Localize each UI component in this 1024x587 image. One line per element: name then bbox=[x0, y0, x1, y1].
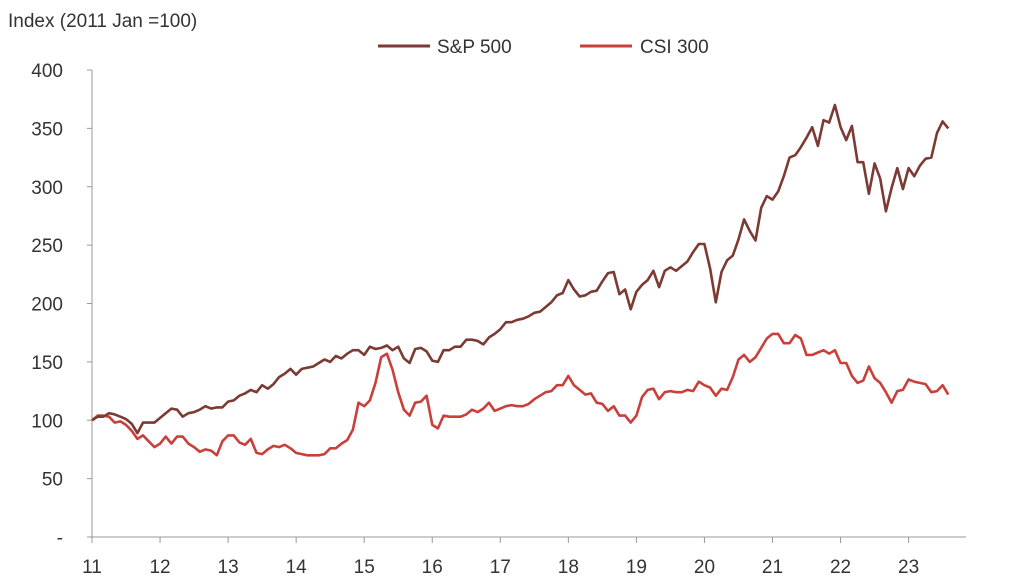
x-tick-label: 15 bbox=[354, 557, 375, 578]
x-tick-label: 12 bbox=[149, 557, 170, 578]
series-lines bbox=[91, 103, 950, 457]
y-tick-label: 100 bbox=[31, 411, 63, 432]
y-axis-label: Index (2011 Jan =100) bbox=[8, 11, 197, 32]
x-tick-label: 13 bbox=[218, 557, 239, 578]
axes: - 50 100 150 200 250 300 350 400 11 12 13 14 15 16 17 18… bbox=[31, 61, 966, 578]
y-tick-label: 300 bbox=[31, 178, 63, 199]
y-tick-label: - bbox=[57, 528, 63, 549]
x-tick-label: 16 bbox=[422, 557, 443, 578]
x-tick-label: 20 bbox=[694, 557, 715, 578]
x-tick-label: 18 bbox=[558, 557, 579, 578]
y-tick-label: 250 bbox=[31, 236, 63, 257]
y-tick-label: 200 bbox=[31, 295, 63, 316]
y-tick-label: 350 bbox=[31, 119, 63, 140]
series-line-csi-300 bbox=[91, 332, 950, 457]
x-tick-label: 19 bbox=[626, 557, 647, 578]
series-line-s-p-500 bbox=[91, 103, 950, 435]
y-tick-label: 150 bbox=[31, 353, 63, 374]
x-tick-label: 14 bbox=[286, 557, 308, 578]
legend: S&P 500 CSI 300 bbox=[378, 37, 709, 58]
y-tick-label: 50 bbox=[42, 470, 63, 491]
legend-label-sp500: S&P 500 bbox=[437, 37, 512, 58]
x-tick-label: 21 bbox=[762, 557, 783, 578]
legend-label-csi300: CSI 300 bbox=[640, 37, 709, 58]
x-tick-label: 22 bbox=[830, 557, 851, 578]
x-tick-label: 11 bbox=[82, 557, 102, 578]
x-tick-label: 23 bbox=[898, 557, 919, 578]
y-tick-label: 400 bbox=[31, 61, 63, 82]
x-tick-label: 17 bbox=[490, 557, 511, 578]
